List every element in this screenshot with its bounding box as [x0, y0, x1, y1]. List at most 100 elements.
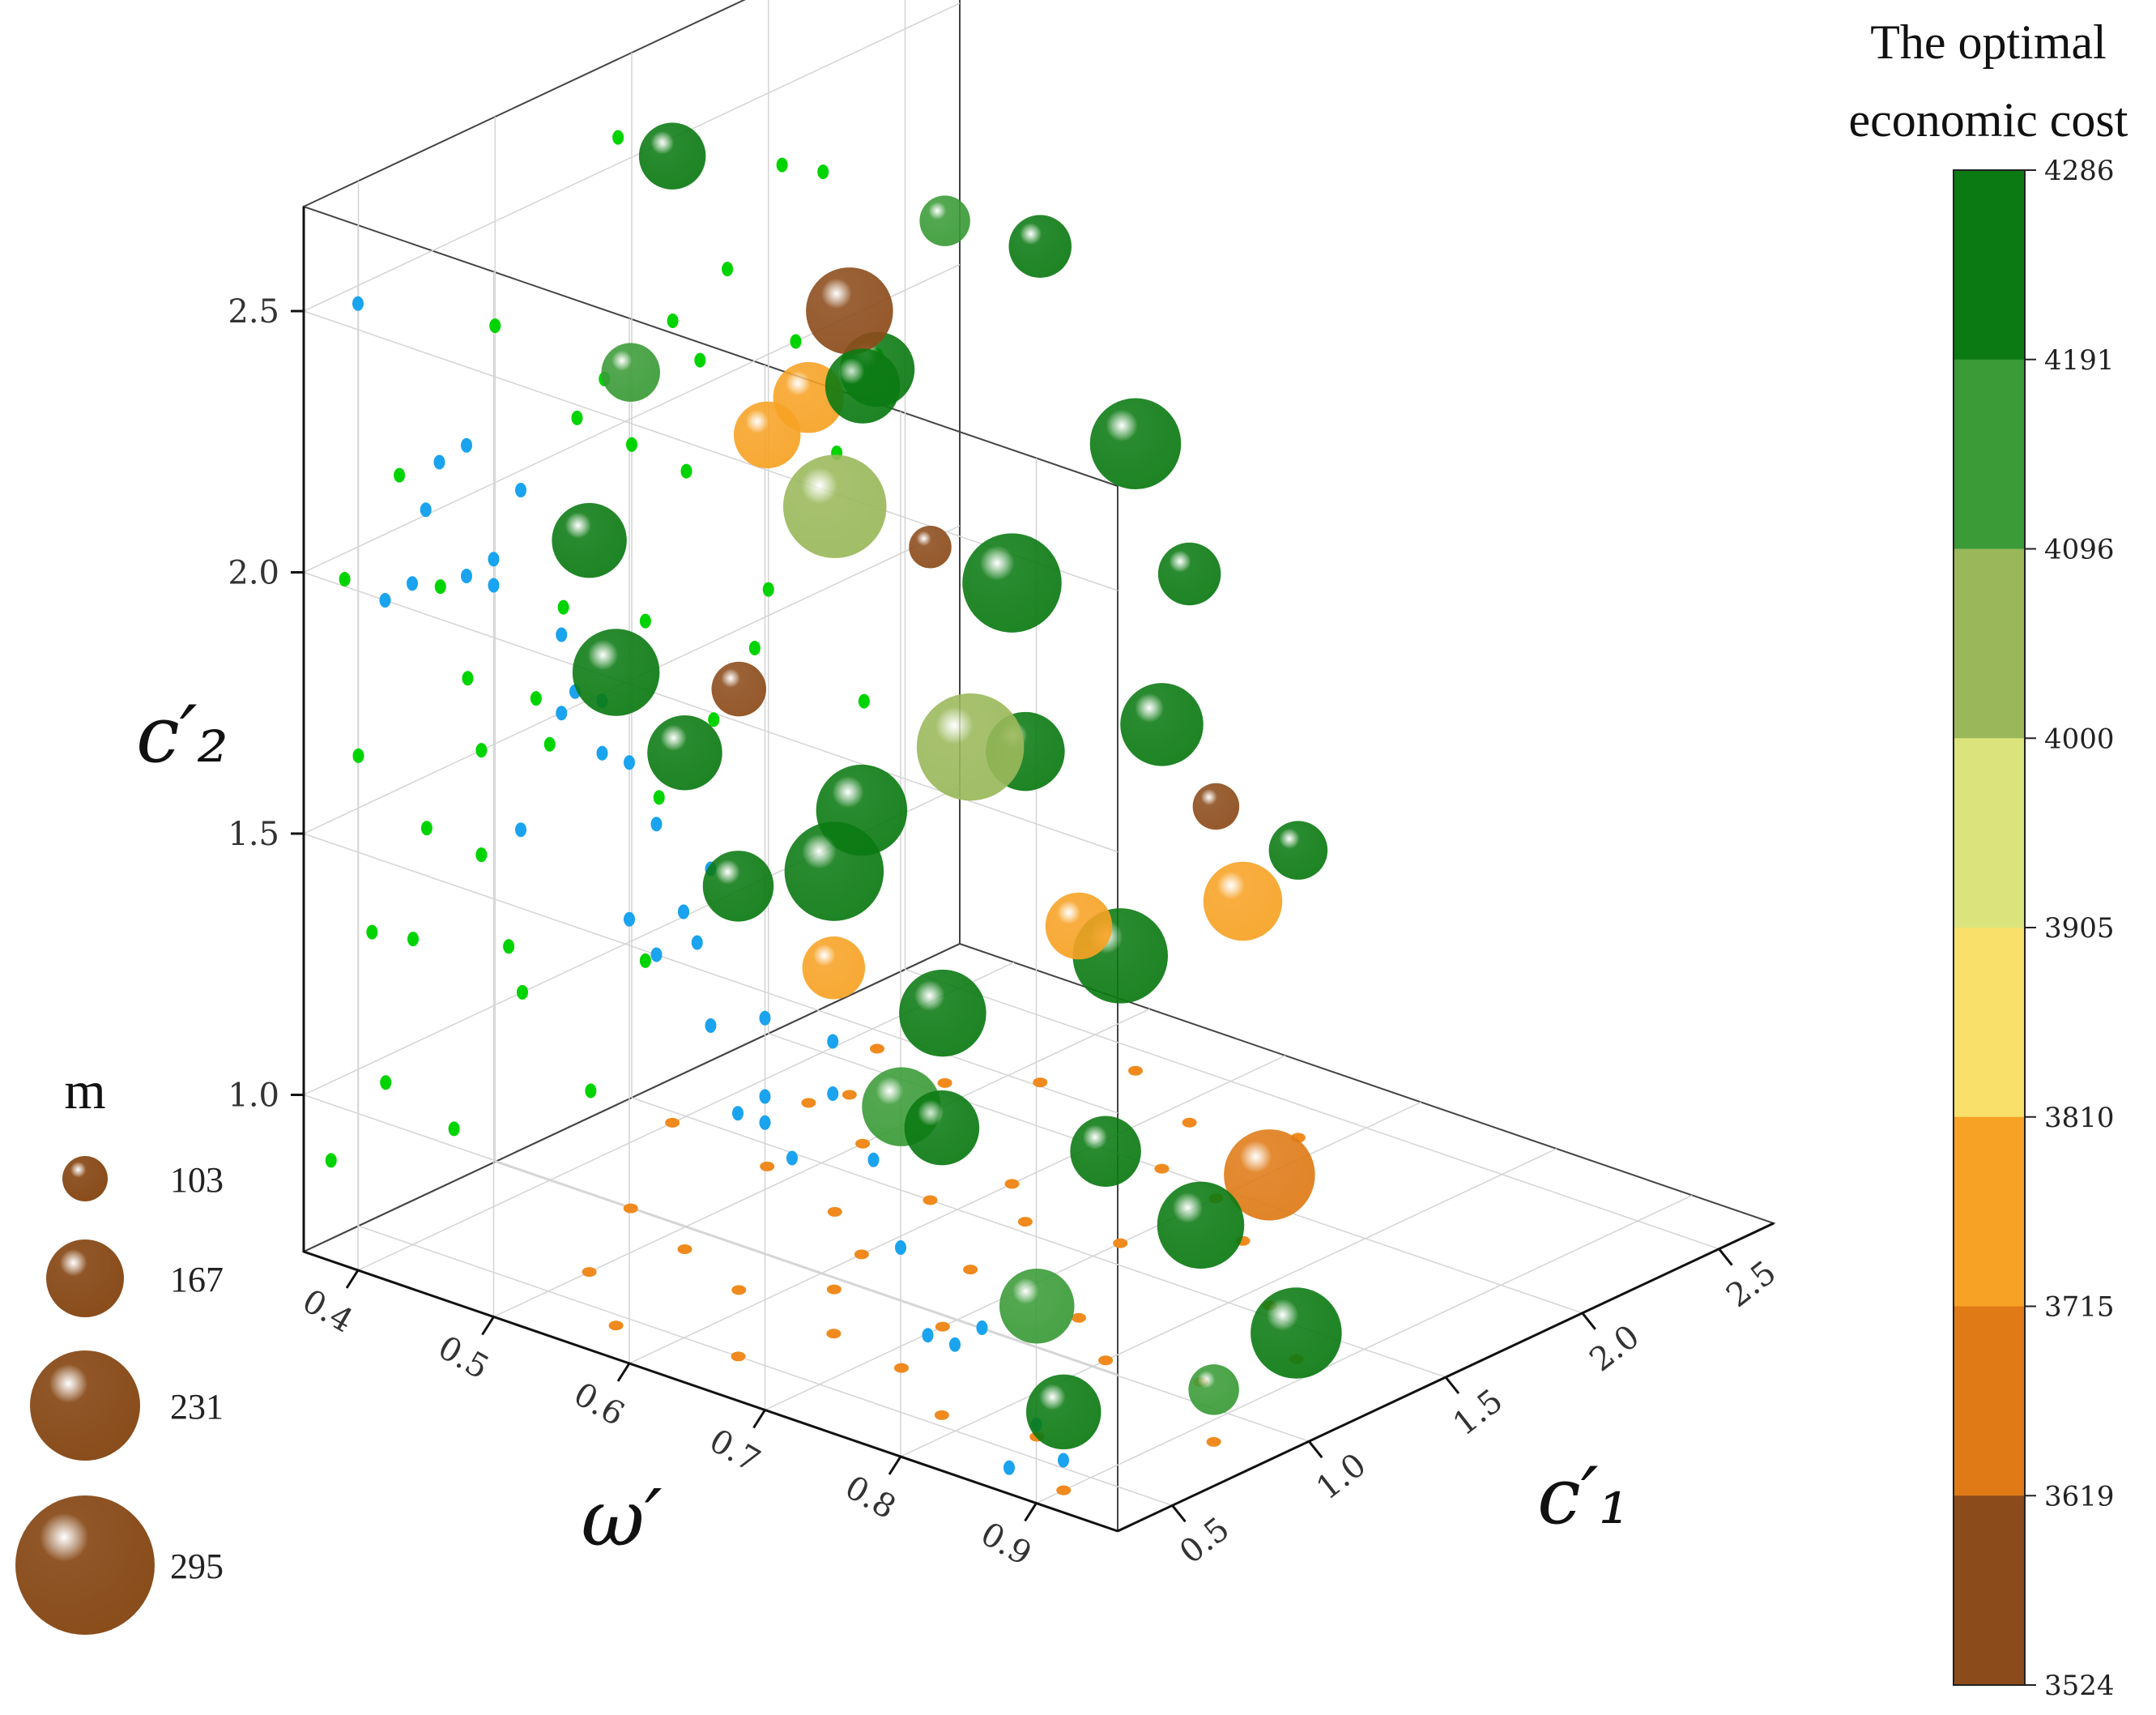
floor-dot — [963, 1265, 978, 1275]
gridline — [303, 2, 961, 312]
size-legend-label: 231 — [170, 1387, 224, 1427]
c1-axis-tick — [1581, 1312, 1596, 1330]
back-wall-dot — [653, 790, 665, 805]
side-wall-dot — [624, 911, 635, 927]
bubble — [638, 122, 706, 190]
floor-dot — [1056, 1485, 1072, 1495]
back-wall-dot — [722, 262, 734, 277]
side-wall-dot — [556, 706, 568, 721]
bubble — [904, 1090, 980, 1166]
colorbar: 4286 4191 4096 4000 3905 3810 3715 3619 3524 The … — [1849, 15, 2128, 1702]
floor-dot — [826, 1329, 842, 1339]
gridline — [493, 1008, 1150, 1318]
gridline — [628, 1055, 1286, 1364]
size-legend-bubble — [46, 1239, 124, 1317]
floor-dot — [1128, 1065, 1143, 1076]
back-wall-dot — [776, 157, 788, 173]
floor-dot — [870, 1043, 884, 1054]
back-wall-dot — [543, 736, 556, 752]
gridline — [765, 1101, 1421, 1411]
omega-axis-tick — [888, 1456, 902, 1475]
bubble — [734, 401, 801, 469]
side-wall-dot — [705, 1018, 717, 1033]
back-wall-dot — [708, 712, 720, 727]
floor-dot — [677, 1244, 692, 1254]
floor-dot — [934, 1410, 949, 1420]
back-wall-dot — [612, 130, 624, 145]
colorbar-segment — [1954, 738, 2025, 928]
side-wall-dot — [976, 1320, 988, 1335]
side-wall-dot — [759, 1115, 771, 1130]
colorbar-segment — [1954, 1116, 2025, 1307]
side-wall-dot — [691, 935, 703, 950]
side-wall-dot — [732, 1106, 744, 1121]
back-wall-dot — [680, 463, 692, 479]
colorbar-tick-label: 4191 — [2044, 344, 2115, 377]
gridline — [905, 968, 1719, 1250]
side-wall-dot — [407, 576, 418, 591]
size-legend-bubble — [30, 1350, 140, 1461]
floor-dot — [1098, 1355, 1114, 1366]
bubble — [1203, 861, 1283, 941]
floor-dot — [582, 1267, 597, 1278]
size-legend-bubble — [15, 1495, 155, 1635]
c1-axis-tick — [1444, 1376, 1460, 1394]
side-wall-dot — [461, 437, 472, 453]
colorbar-segment — [1954, 1495, 2025, 1686]
colorbar-tick-label: 4286 — [2044, 155, 2115, 187]
side-wall-dot — [678, 904, 689, 919]
back-wall-dot — [762, 582, 774, 597]
floor-dot — [1033, 1077, 1048, 1088]
bubble — [1268, 821, 1328, 880]
bubble — [909, 526, 952, 569]
colorbar-tick-label: 3619 — [2044, 1480, 2115, 1512]
side-wall-dot — [515, 483, 526, 497]
back-wall-dot — [489, 318, 501, 334]
back-wall-dot — [639, 613, 651, 629]
floor-dot — [801, 1098, 816, 1108]
back-wall-dot — [557, 599, 569, 615]
side-wall-dot — [352, 296, 364, 311]
back-wall-dot — [448, 1121, 460, 1137]
side-wall-dot — [922, 1328, 934, 1343]
colorbar-tick-label: 3715 — [2044, 1291, 2115, 1324]
colorbar-segment — [1954, 928, 2025, 1118]
bubble — [601, 343, 660, 402]
back-wall-dot — [858, 693, 870, 709]
side-wall-dot — [420, 502, 432, 518]
side-wall-dot — [759, 1010, 771, 1026]
back-wall-dot — [585, 1083, 597, 1099]
floor-dot — [1154, 1163, 1170, 1174]
side-wall-dot — [650, 817, 663, 832]
side-wall-dot — [433, 454, 445, 470]
z-tick-label: 1.0 — [228, 1077, 279, 1115]
colorbar-tick-label: 3810 — [2044, 1102, 2115, 1134]
size-legend-label: 295 — [170, 1546, 224, 1586]
back-wall-dot — [748, 641, 761, 655]
bubble — [711, 661, 766, 717]
back-wall-dot — [339, 572, 351, 587]
colorbar-segment — [1954, 170, 2025, 360]
back-wall-dot — [530, 691, 542, 706]
z-axis-title: c′₂ — [136, 689, 228, 780]
bubble — [1224, 1129, 1315, 1221]
gridline — [303, 833, 1118, 1114]
bubble — [899, 969, 986, 1057]
side-wall-dot — [867, 1152, 880, 1167]
omega-tick-label: 0.8 — [838, 1469, 901, 1527]
back-wall-dot — [407, 932, 419, 947]
colorbar-tick-label: 3905 — [2044, 912, 2115, 945]
bubble — [1157, 1181, 1245, 1269]
bubble — [1188, 1364, 1239, 1415]
size-legend-label: 167 — [170, 1260, 224, 1299]
bubble — [783, 454, 887, 558]
side-wall-dot — [379, 593, 391, 608]
c1-axis-title: c′₁ — [1537, 1451, 1630, 1542]
back-wall-dot — [817, 164, 829, 180]
floor-dot — [760, 1161, 775, 1171]
floor-dot — [842, 1090, 857, 1100]
omega-axis-tick — [752, 1409, 766, 1429]
side-wall-dot — [488, 552, 500, 567]
omega-tick-label: 0.9 — [974, 1515, 1038, 1573]
